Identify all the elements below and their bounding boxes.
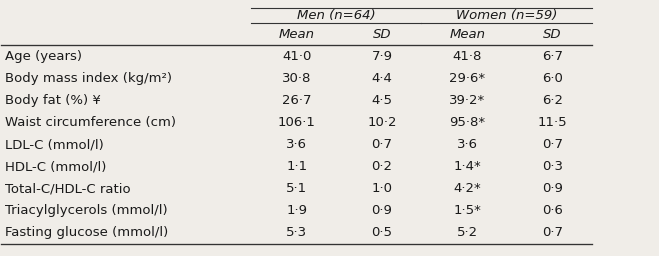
Text: 106·1: 106·1 xyxy=(277,116,316,129)
Text: Waist circumference (cm): Waist circumference (cm) xyxy=(5,116,176,129)
Text: Age (years): Age (years) xyxy=(5,50,82,63)
Text: 6·2: 6·2 xyxy=(542,94,563,107)
Text: 41·8: 41·8 xyxy=(453,50,482,63)
Text: 0·6: 0·6 xyxy=(542,204,563,217)
Text: SD: SD xyxy=(373,28,391,41)
Text: 29·6*: 29·6* xyxy=(449,72,486,85)
Text: Women (n=59): Women (n=59) xyxy=(456,9,558,22)
Text: Mean: Mean xyxy=(279,28,315,41)
Text: 3·6: 3·6 xyxy=(286,138,307,151)
Text: 3·6: 3·6 xyxy=(457,138,478,151)
Text: 7·9: 7·9 xyxy=(372,50,393,63)
Text: Men (n=64): Men (n=64) xyxy=(297,9,376,22)
Text: 0·9: 0·9 xyxy=(542,182,563,195)
Text: 5·3: 5·3 xyxy=(286,226,307,239)
Text: 26·7: 26·7 xyxy=(282,94,312,107)
Text: 0·7: 0·7 xyxy=(542,138,563,151)
Text: 41·0: 41·0 xyxy=(282,50,311,63)
Text: Body fat (%) ¥: Body fat (%) ¥ xyxy=(5,94,101,107)
Text: Fasting glucose (mmol/l): Fasting glucose (mmol/l) xyxy=(5,226,168,239)
Text: 11·5: 11·5 xyxy=(538,116,567,129)
Text: 1·5*: 1·5* xyxy=(453,204,481,217)
Text: LDL-C (mmol/l): LDL-C (mmol/l) xyxy=(5,138,103,151)
Text: 0·3: 0·3 xyxy=(542,160,563,173)
Text: 4·4: 4·4 xyxy=(372,72,393,85)
Text: Total-C/HDL-C ratio: Total-C/HDL-C ratio xyxy=(5,182,130,195)
Text: SD: SD xyxy=(543,28,562,41)
Text: 1·1: 1·1 xyxy=(286,160,307,173)
Text: 1·4*: 1·4* xyxy=(453,160,481,173)
Text: 5·1: 5·1 xyxy=(286,182,307,195)
Text: 4·2*: 4·2* xyxy=(453,182,481,195)
Text: 1·9: 1·9 xyxy=(286,204,307,217)
Text: 1·0: 1·0 xyxy=(372,182,393,195)
Text: HDL-C (mmol/l): HDL-C (mmol/l) xyxy=(5,160,106,173)
Text: Mean: Mean xyxy=(449,28,485,41)
Text: 0·2: 0·2 xyxy=(372,160,393,173)
Text: 4·5: 4·5 xyxy=(372,94,393,107)
Text: 5·2: 5·2 xyxy=(457,226,478,239)
Text: 39·2*: 39·2* xyxy=(449,94,486,107)
Text: 6·7: 6·7 xyxy=(542,50,563,63)
Text: 6·0: 6·0 xyxy=(542,72,563,85)
Text: 30·8: 30·8 xyxy=(282,72,311,85)
Text: 10·2: 10·2 xyxy=(367,116,397,129)
Text: 95·8*: 95·8* xyxy=(449,116,486,129)
Text: Triacylglycerols (mmol/l): Triacylglycerols (mmol/l) xyxy=(5,204,167,217)
Text: Body mass index (kg/m²): Body mass index (kg/m²) xyxy=(5,72,172,85)
Text: 0·7: 0·7 xyxy=(542,226,563,239)
Text: 0·9: 0·9 xyxy=(372,204,393,217)
Text: 0·7: 0·7 xyxy=(372,138,393,151)
Text: 0·5: 0·5 xyxy=(372,226,393,239)
